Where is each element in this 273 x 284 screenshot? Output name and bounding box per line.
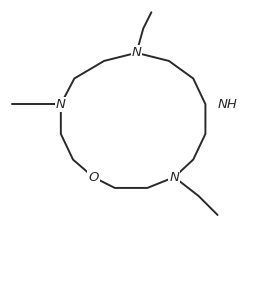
Text: O: O <box>88 171 99 184</box>
Text: N: N <box>169 171 179 184</box>
Text: N: N <box>56 98 66 111</box>
Text: NH: NH <box>218 98 238 111</box>
Text: N: N <box>132 46 141 59</box>
